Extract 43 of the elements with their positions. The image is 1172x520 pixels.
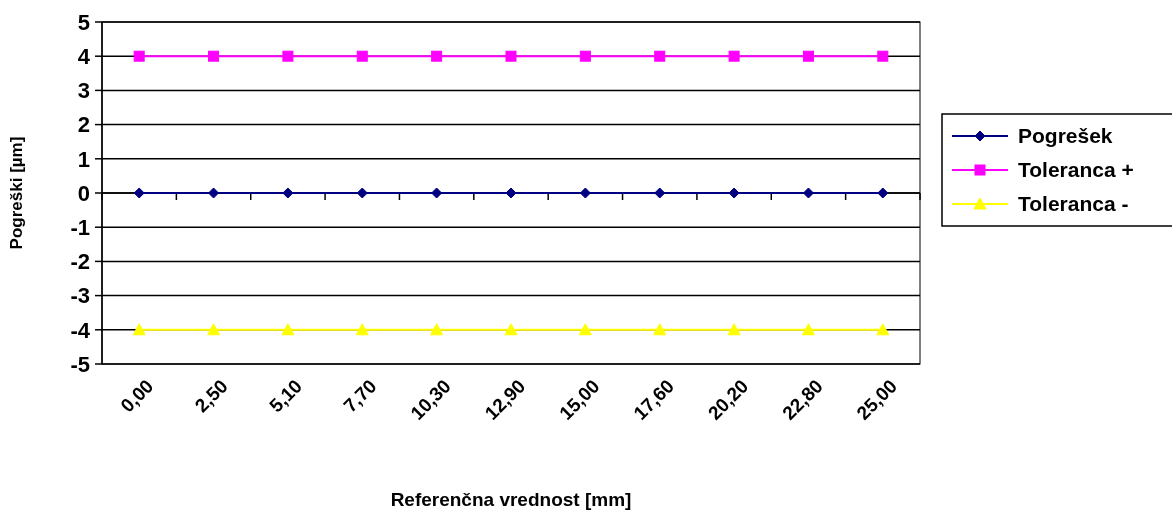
point bbox=[801, 323, 815, 336]
x-tick-label: 7,70 bbox=[339, 375, 381, 417]
point bbox=[207, 323, 221, 336]
legend-label: Toleranca - bbox=[1018, 192, 1129, 216]
point bbox=[654, 50, 666, 62]
point bbox=[430, 323, 444, 336]
point bbox=[877, 187, 889, 199]
point bbox=[133, 187, 145, 199]
point bbox=[208, 50, 220, 62]
point bbox=[579, 50, 591, 62]
y-tick-label: 0 bbox=[77, 180, 90, 206]
x-axis-title: Referenčna vrednost [mm] bbox=[390, 489, 632, 510]
y-tick-label: 4 bbox=[77, 43, 91, 69]
point bbox=[877, 50, 889, 62]
y-tick-label: -4 bbox=[70, 317, 91, 343]
point bbox=[653, 323, 667, 336]
legend-label: Toleranca + bbox=[1018, 158, 1134, 182]
point bbox=[802, 50, 814, 62]
x-tick-label: 5,10 bbox=[265, 375, 307, 417]
y-tick-label: 1 bbox=[77, 146, 90, 172]
y-tick-label: 3 bbox=[77, 78, 90, 104]
point bbox=[281, 323, 295, 336]
point bbox=[282, 50, 294, 62]
legend-label: Pogrešek bbox=[1018, 124, 1113, 148]
point bbox=[431, 50, 443, 62]
x-tick-label: 0,00 bbox=[116, 375, 158, 417]
point bbox=[727, 323, 741, 336]
point bbox=[133, 50, 145, 62]
point bbox=[728, 50, 740, 62]
y-tick-label: -2 bbox=[70, 249, 90, 275]
y-axis-title: Pogreški [µm] bbox=[7, 136, 26, 250]
y-tick-label: -1 bbox=[70, 214, 90, 240]
point bbox=[505, 50, 517, 62]
y-tick-label: -3 bbox=[70, 283, 90, 309]
point bbox=[356, 50, 368, 62]
y-tick-label: -5 bbox=[70, 351, 90, 377]
y-tick-label: 2 bbox=[77, 112, 90, 138]
y-tick-label: 5 bbox=[77, 9, 90, 35]
point bbox=[504, 323, 518, 336]
point bbox=[355, 323, 369, 336]
point bbox=[876, 323, 890, 336]
point bbox=[578, 323, 592, 336]
point bbox=[132, 323, 146, 336]
